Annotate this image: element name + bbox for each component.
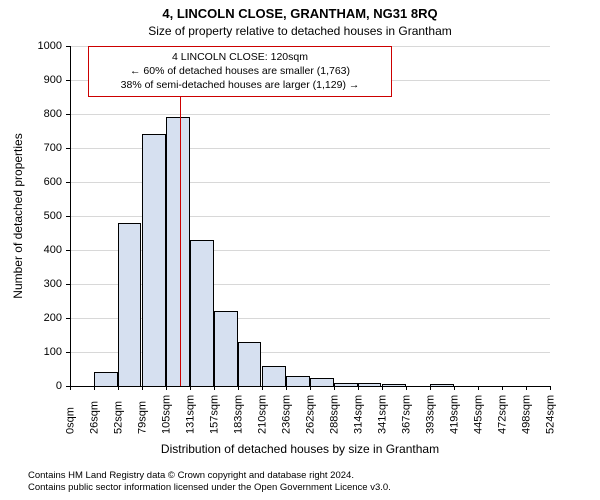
x-tick-mark xyxy=(142,386,143,390)
histogram-bar xyxy=(238,342,262,386)
y-tick-label: 500 xyxy=(22,210,62,222)
x-tick-label: 26sqm xyxy=(89,401,101,434)
chart-title-sub: Size of property relative to detached ho… xyxy=(0,24,600,38)
y-tick-label: 1000 xyxy=(22,40,62,52)
y-tick-label: 700 xyxy=(22,142,62,154)
x-tick-mark xyxy=(358,386,359,390)
x-tick-mark xyxy=(334,386,335,390)
x-tick-mark xyxy=(430,386,431,390)
x-tick-mark xyxy=(550,386,551,390)
x-tick-mark xyxy=(262,386,263,390)
x-axis-label: Distribution of detached houses by size … xyxy=(0,442,600,456)
chart-container: 4, LINCOLN CLOSE, GRANTHAM, NG31 8RQ Siz… xyxy=(0,0,600,500)
y-tick-label: 0 xyxy=(22,380,62,392)
x-tick-label: 498sqm xyxy=(521,395,533,434)
y-axis-line xyxy=(70,46,71,386)
x-tick-label: 157sqm xyxy=(209,395,221,434)
y-tick-label: 100 xyxy=(22,346,62,358)
x-tick-label: 0sqm xyxy=(65,407,77,434)
y-axis-label: Number of detached properties xyxy=(11,133,25,298)
histogram-bar xyxy=(310,378,334,387)
x-tick-label: 105sqm xyxy=(161,395,173,434)
annotation-line-2: ← 60% of detached houses are smaller (1,… xyxy=(95,64,385,78)
annotation-line-1: 4 LINCOLN CLOSE: 120sqm xyxy=(95,50,385,64)
y-tick-label: 600 xyxy=(22,176,62,188)
annotation-box: 4 LINCOLN CLOSE: 120sqm ← 60% of detache… xyxy=(88,46,392,97)
histogram-bar xyxy=(214,311,238,386)
y-tick-label: 900 xyxy=(22,74,62,86)
histogram-bar xyxy=(166,117,190,386)
footer: Contains HM Land Registry data © Crown c… xyxy=(0,470,600,495)
x-tick-label: 288sqm xyxy=(329,395,341,434)
x-tick-mark xyxy=(118,386,119,390)
y-tick-label: 300 xyxy=(22,278,62,290)
histogram-bar xyxy=(262,366,286,386)
y-tick-label: 800 xyxy=(22,108,62,120)
x-tick-mark xyxy=(94,386,95,390)
x-tick-mark xyxy=(238,386,239,390)
x-tick-label: 131sqm xyxy=(185,395,197,434)
histogram-bar xyxy=(142,134,166,386)
x-tick-label: 472sqm xyxy=(497,395,509,434)
x-tick-label: 210sqm xyxy=(257,395,269,434)
x-tick-mark xyxy=(382,386,383,390)
histogram-bar xyxy=(286,376,310,386)
x-tick-label: 183sqm xyxy=(233,395,245,434)
x-tick-mark xyxy=(286,386,287,390)
x-tick-label: 341sqm xyxy=(377,395,389,434)
x-tick-label: 262sqm xyxy=(305,395,317,434)
footer-line-1: Contains HM Land Registry data © Crown c… xyxy=(28,470,600,482)
x-tick-mark xyxy=(502,386,503,390)
x-tick-label: 236sqm xyxy=(281,395,293,434)
y-tick-label: 400 xyxy=(22,244,62,256)
x-tick-mark xyxy=(310,386,311,390)
x-tick-label: 79sqm xyxy=(137,401,149,434)
x-tick-mark xyxy=(214,386,215,390)
x-tick-mark xyxy=(70,386,71,390)
x-tick-label: 445sqm xyxy=(473,395,485,434)
x-tick-label: 367sqm xyxy=(401,395,413,434)
histogram-bar xyxy=(190,240,214,386)
plot-area: 010020030040050060070080090010000sqm26sq… xyxy=(70,46,550,386)
x-tick-label: 52sqm xyxy=(113,401,125,434)
x-tick-mark xyxy=(406,386,407,390)
annotation-line-3: 38% of semi-detached houses are larger (… xyxy=(95,78,385,92)
x-tick-mark xyxy=(478,386,479,390)
x-tick-label: 314sqm xyxy=(353,395,365,434)
x-tick-label: 524sqm xyxy=(545,395,557,434)
x-tick-label: 393sqm xyxy=(425,395,437,434)
x-tick-label: 419sqm xyxy=(449,395,461,434)
x-tick-mark xyxy=(454,386,455,390)
histogram-bar xyxy=(94,372,118,386)
y-tick-label: 200 xyxy=(22,312,62,324)
x-tick-mark xyxy=(190,386,191,390)
histogram-bar xyxy=(118,223,142,386)
x-tick-mark xyxy=(526,386,527,390)
x-tick-mark xyxy=(166,386,167,390)
gridline xyxy=(70,114,550,115)
marker-line xyxy=(180,46,182,386)
footer-line-2: Contains public sector information licen… xyxy=(28,482,600,494)
chart-title-main: 4, LINCOLN CLOSE, GRANTHAM, NG31 8RQ xyxy=(0,6,600,21)
